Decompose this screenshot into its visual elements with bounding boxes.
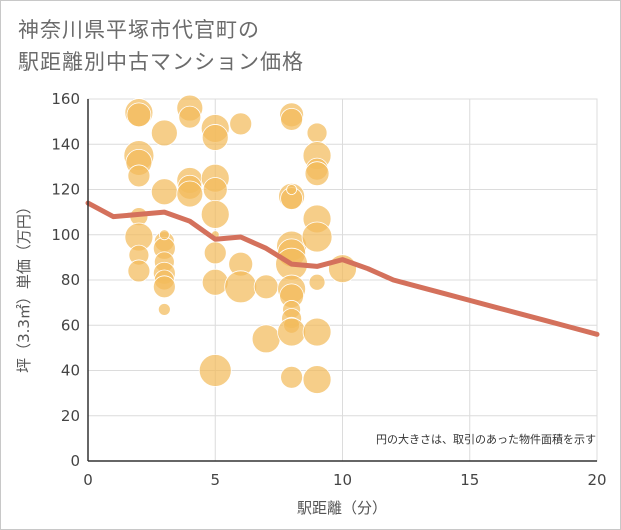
bubble-point — [277, 317, 307, 347]
bubble-point — [304, 161, 330, 187]
bubble-point — [176, 180, 204, 208]
tick-labels: 0 20 40 60 80 100 120 140 160 0 5 10 15 20 — [51, 90, 606, 489]
trend-line-group — [85, 200, 600, 337]
bubble-point — [280, 107, 304, 131]
chart-title: 神奈川県平塚市代官町の 駅距離別中古マンション価格 — [18, 14, 304, 78]
bubble-point — [301, 221, 333, 253]
axes — [87, 99, 597, 462]
bubble-point — [302, 317, 332, 347]
bubble-point — [150, 119, 178, 147]
bubble-point — [201, 124, 229, 151]
bubble-point — [286, 184, 298, 195]
x-tick-label: 15 — [460, 471, 479, 489]
bubble-point — [150, 178, 178, 206]
x-tick-label: 10 — [333, 471, 352, 489]
bubble-point — [253, 274, 279, 300]
chart-note: 円の大きさは、取引のあった物件面積を示す — [376, 432, 596, 446]
bubble-point — [200, 199, 230, 229]
x-tick-label: 5 — [210, 471, 220, 489]
bubble-point — [126, 102, 152, 128]
y-tick-label: 60 — [61, 316, 80, 334]
y-tick-label: 140 — [51, 135, 80, 153]
bubble-point — [202, 177, 228, 202]
bubble-point — [251, 324, 281, 354]
y-axis-label: 坪（3.3㎡）単価（万円） — [15, 199, 33, 373]
chart-title-line-1: 神奈川県平塚市代官町の — [18, 18, 260, 42]
y-tick-label: 40 — [61, 362, 80, 380]
y-tick-label: 0 — [70, 452, 80, 470]
bubble-point — [157, 303, 171, 316]
y-tick-label: 120 — [51, 181, 80, 199]
bubble-point — [302, 365, 332, 394]
bubble-point — [158, 229, 170, 241]
bubble-point — [201, 268, 229, 296]
y-tick-label: 100 — [51, 226, 80, 244]
bubble-series — [123, 94, 357, 394]
bubble-point — [198, 354, 232, 387]
bubble-point — [229, 112, 253, 136]
bubble-point — [178, 105, 202, 129]
bubble-point — [306, 122, 328, 144]
y-tick-label: 80 — [61, 271, 80, 289]
bubble-point — [280, 365, 304, 389]
bubble-point — [203, 241, 227, 265]
bubble-point — [308, 273, 326, 291]
x-tick-label: 20 — [587, 471, 606, 489]
y-tick-label: 160 — [51, 90, 80, 108]
x-tick-label: 0 — [83, 471, 93, 489]
x-axis-label: 駅距離（分） — [297, 499, 387, 517]
bubble-point — [127, 259, 151, 283]
bubble-point — [127, 164, 151, 188]
bubble-point — [152, 275, 176, 299]
y-tick-label: 20 — [61, 407, 80, 425]
chart-title-line-2: 駅距離別中古マンション価格 — [18, 50, 304, 74]
bubble-point — [224, 270, 258, 304]
trend-line — [85, 200, 600, 337]
